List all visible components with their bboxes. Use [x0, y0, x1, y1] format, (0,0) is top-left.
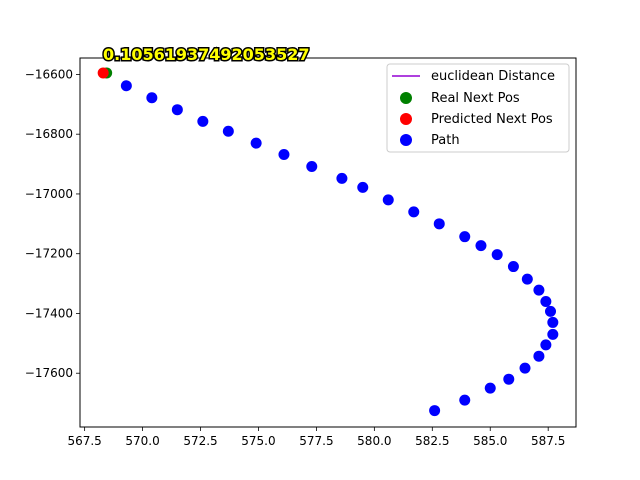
legend-box	[386, 63, 570, 153]
y-tick-label: −16800	[25, 127, 73, 141]
path-point	[171, 104, 183, 116]
legend-label-real: Real Next Pos	[431, 91, 520, 106]
legend-label-euclidean: euclidean Distance	[431, 69, 555, 84]
path-point	[459, 231, 471, 243]
path-point	[503, 373, 515, 385]
path-point	[484, 382, 496, 394]
plot-frame	[79, 57, 577, 428]
path-point	[540, 339, 552, 351]
path-point	[533, 284, 545, 296]
axis-ticks: 567.5 570.0 572.5 575.0 577.5 580.0 582.5 585.0…	[25, 67, 566, 448]
x-tick-label: 587.5	[531, 434, 565, 448]
path-point	[540, 296, 552, 308]
x-tick-label: 580.0	[357, 434, 391, 448]
path-point	[408, 206, 420, 218]
legend-swatch-predicted	[400, 113, 412, 125]
path-point	[336, 172, 348, 184]
path-point	[545, 305, 557, 317]
path-point	[491, 249, 503, 261]
legend-swatch-path	[400, 134, 412, 146]
y-tick-label: −17000	[25, 187, 73, 201]
path-point	[475, 240, 487, 252]
path-point	[197, 115, 209, 127]
path-point	[357, 181, 369, 193]
path-point	[250, 137, 262, 149]
path-point	[382, 194, 394, 206]
y-tick-label: −16600	[25, 67, 73, 81]
path-point	[429, 405, 441, 417]
x-tick-label: 570.0	[125, 434, 159, 448]
path-point	[547, 328, 559, 340]
predicted-next-pos-point	[97, 67, 109, 79]
path-point	[533, 350, 545, 362]
legend-label-predicted: Predicted Next Pos	[431, 112, 553, 127]
x-tick-label: 582.5	[415, 434, 449, 448]
x-tick-label: 585.0	[473, 434, 507, 448]
path-point	[519, 362, 531, 374]
path-point	[521, 273, 533, 285]
legend-label-path: Path	[431, 133, 460, 148]
y-tick-label: −17400	[25, 306, 73, 320]
legend: euclidean Distance Real Next Pos Predict…	[386, 63, 570, 153]
path-point	[146, 92, 158, 104]
path-point	[507, 261, 519, 273]
path-point	[222, 125, 234, 137]
path-point	[547, 316, 559, 328]
legend-swatch-real	[400, 92, 412, 104]
x-tick-label: 572.5	[183, 434, 217, 448]
path-point	[459, 394, 471, 406]
y-tick-label: −17600	[25, 366, 73, 380]
x-tick-label: 567.5	[67, 434, 101, 448]
y-tick-label: −17200	[25, 247, 73, 261]
x-tick-label: 575.0	[241, 434, 275, 448]
chart-marks	[97, 67, 559, 417]
path-point	[278, 149, 290, 161]
path-point	[120, 80, 132, 92]
x-tick-label: 577.5	[299, 434, 333, 448]
distance-annotation: 0.10561937492053527	[103, 45, 309, 64]
path-point	[306, 160, 318, 172]
path-point	[433, 218, 445, 230]
